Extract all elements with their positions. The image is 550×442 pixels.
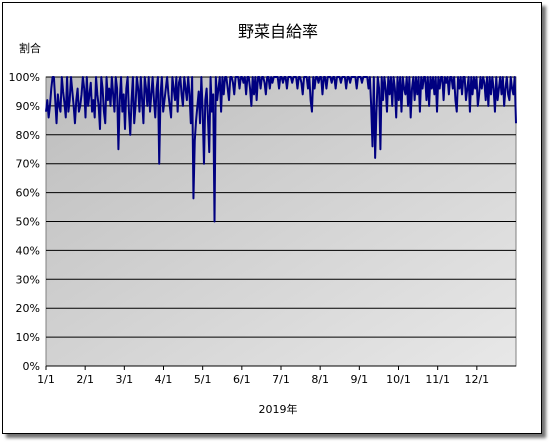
y-tick-label: 90% — [16, 100, 40, 113]
x-tick-label: 4/1 — [155, 373, 173, 386]
x-tick-label: 1/1 — [37, 373, 55, 386]
x-axis-label: 2019年 — [259, 402, 298, 416]
series-group — [45, 76, 517, 223]
chart-title: 野菜自給率 — [238, 22, 318, 41]
x-tick-label: 3/1 — [115, 373, 133, 386]
x-tick-label: 6/1 — [233, 373, 251, 386]
y-tick-label: 60% — [16, 187, 40, 200]
grid-lines — [46, 76, 516, 367]
x-tick-label: 10/1 — [386, 373, 411, 386]
y-tick-label: 50% — [16, 216, 40, 229]
y-tick-label: 80% — [16, 129, 40, 142]
x-tick-label: 9/1 — [350, 373, 368, 386]
y-tick-labels: 0% 10% 20% 30% 40% 50% 60% 70% 80% 90% 100% — [9, 71, 40, 373]
x-tick-label: 7/1 — [272, 373, 290, 386]
y-axis-label: 割合 — [19, 41, 41, 55]
x-tick-labels: 1/1 2/1 3/1 4/1 5/1 6/1 7/1 8/1 9/1 10/1 11/1 12/1 — [37, 366, 489, 386]
y-tick-label: 20% — [16, 302, 40, 315]
y-tick-label: 0% — [23, 360, 40, 373]
x-tick-label: 8/1 — [311, 373, 329, 386]
y-tick-label: 40% — [16, 244, 40, 257]
series-line-0 — [45, 76, 517, 223]
y-tick-label: 70% — [16, 158, 40, 171]
y-tick-label: 30% — [16, 273, 40, 286]
x-tick-label: 12/1 — [464, 373, 489, 386]
x-tick-label: 2/1 — [76, 373, 94, 386]
x-tick-label: 11/1 — [425, 373, 450, 386]
y-tick-label: 10% — [16, 331, 40, 344]
x-tick-label: 5/1 — [194, 373, 212, 386]
y-tick-label: 100% — [9, 71, 40, 84]
